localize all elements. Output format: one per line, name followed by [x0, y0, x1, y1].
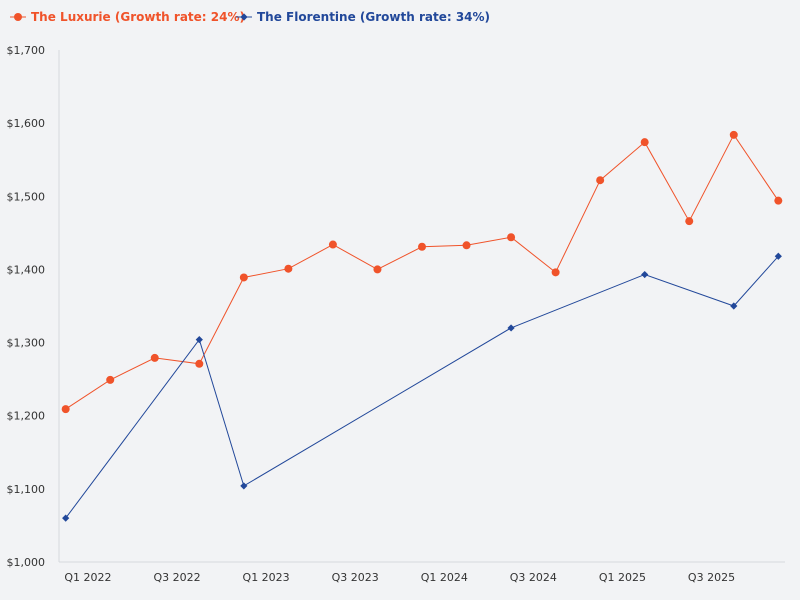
- series-line-luxurie: [65, 133, 779, 410]
- x-tick-label: Q1 2025: [599, 571, 646, 584]
- data-point-luxurie: [418, 242, 426, 251]
- data-point-luxurie: [774, 196, 783, 205]
- y-tick-label: $1,400: [7, 263, 46, 276]
- legend-marker-florentine: [240, 13, 248, 21]
- data-point-florentine: [240, 482, 248, 490]
- data-point-florentine: [507, 324, 515, 332]
- data-point-luxurie: [551, 268, 560, 277]
- data-point-luxurie: [640, 138, 649, 147]
- x-tick-label: Q3 2023: [332, 571, 379, 584]
- y-tick-label: $1,700: [7, 44, 46, 57]
- data-point-luxurie: [150, 353, 159, 362]
- y-tick-label: $1,300: [7, 337, 46, 350]
- x-tick-label: Q1 2022: [64, 571, 111, 584]
- data-point-luxurie: [685, 217, 694, 226]
- data-point-florentine: [62, 514, 70, 522]
- legend-label-florentine: The Florentine (Growth rate: 34%): [257, 10, 490, 24]
- series-line-florentine: [65, 255, 779, 519]
- x-tick-label: Q3 2024: [510, 571, 557, 584]
- data-point-luxurie: [106, 375, 115, 384]
- data-point-florentine: [641, 270, 649, 279]
- data-point-luxurie: [507, 233, 516, 242]
- data-point-luxurie: [462, 241, 471, 250]
- x-tick-label: Q1 2023: [243, 571, 290, 584]
- y-tick-label: $1,100: [7, 483, 46, 496]
- x-tick-label: Q3 2022: [153, 571, 200, 584]
- data-point-luxurie: [373, 265, 382, 274]
- data-point-luxurie: [61, 405, 70, 414]
- data-point-florentine: [774, 252, 782, 260]
- data-point-luxurie: [195, 359, 204, 368]
- data-point-luxurie: [596, 176, 605, 185]
- legend-label-luxurie: The Luxurie (Growth rate: 24%): [31, 10, 245, 24]
- y-tick-label: $1,000: [7, 556, 46, 569]
- data-point-florentine: [195, 336, 203, 344]
- y-tick-label: $1,500: [7, 190, 46, 203]
- y-tick-label: $1,200: [7, 410, 46, 423]
- data-point-luxurie: [239, 273, 248, 282]
- x-tick-label: Q1 2024: [421, 571, 468, 584]
- legend-marker-luxurie: [14, 13, 22, 21]
- x-tick-label: Q3 2025: [688, 571, 735, 584]
- data-point-luxurie: [328, 240, 337, 249]
- data-point-florentine: [730, 302, 738, 310]
- data-point-luxurie: [284, 264, 293, 273]
- data-point-luxurie: [729, 130, 738, 139]
- y-tick-label: $1,600: [7, 117, 46, 130]
